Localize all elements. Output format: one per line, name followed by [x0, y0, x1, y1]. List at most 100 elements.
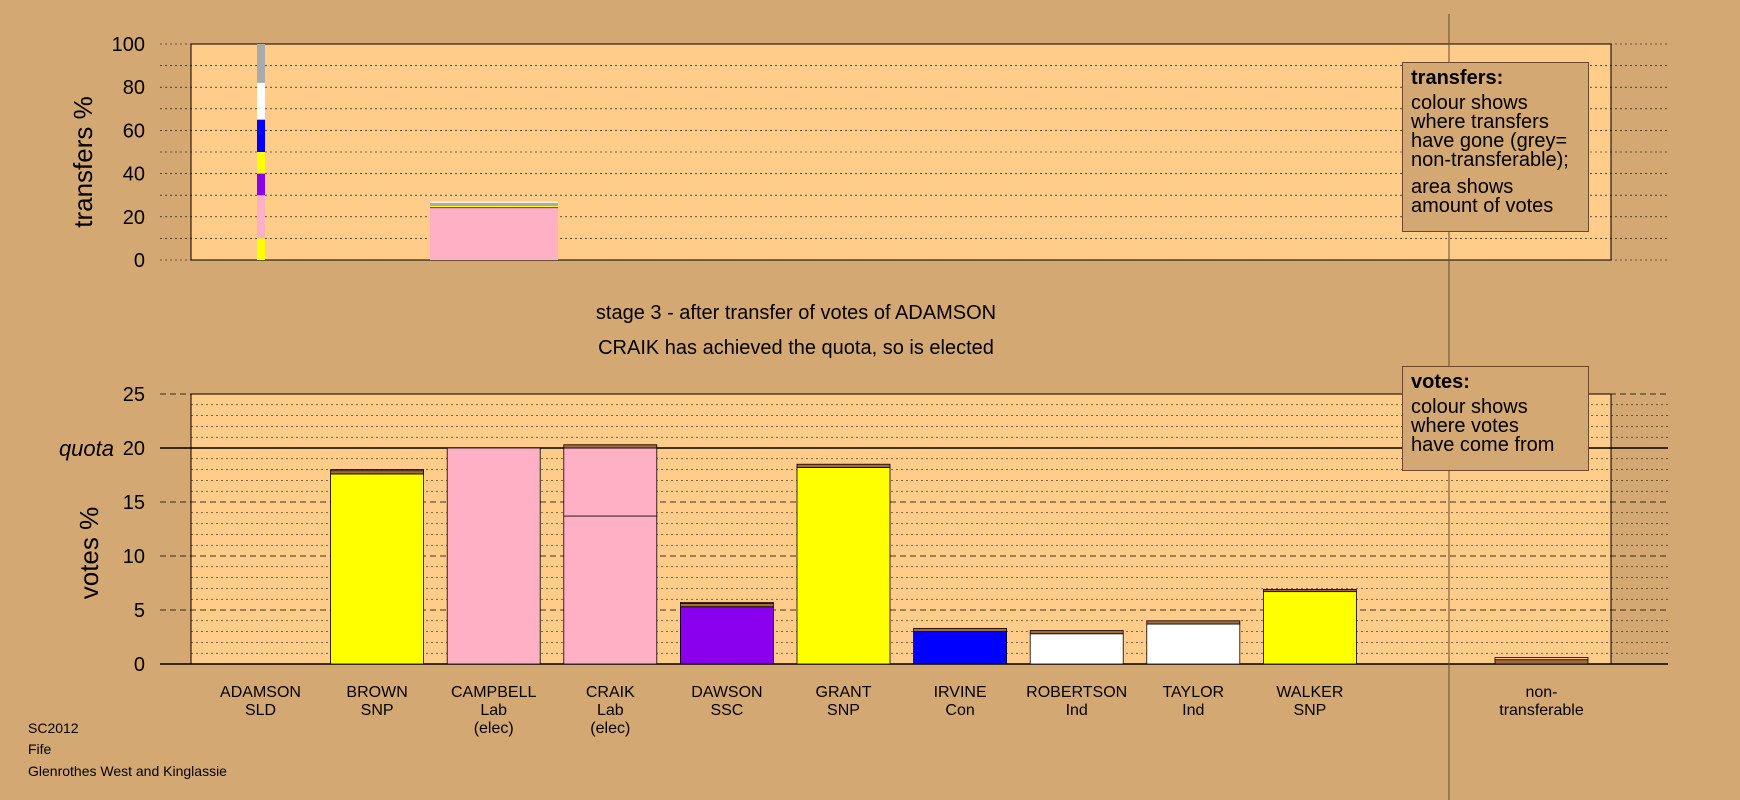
nontransferable-label: non- [1525, 684, 1557, 701]
candidate-bar-segment [1263, 591, 1357, 665]
candidate-party: Lab [597, 702, 624, 719]
stage-subtitle: CRAIK has achieved the quota, so is elec… [598, 337, 994, 359]
candidate-elected-note: (elec) [474, 720, 514, 737]
transfers-y-tick-label: 60 [123, 120, 145, 142]
candidate-bar-segment [1146, 623, 1241, 665]
candidate-bar-segment [1146, 620, 1241, 625]
votes-grid [160, 393, 1668, 665]
transfers-y-tick-label: 20 [123, 207, 145, 229]
candidate-name: ADAMSON [220, 684, 301, 701]
transfers-y-tick-label: 80 [123, 77, 145, 99]
transfers-legend-line: non-transferable); [1411, 149, 1569, 171]
candidate-bar-segment [913, 627, 1007, 632]
transfers-strip-segment [257, 195, 265, 239]
candidate-party: Con [945, 702, 974, 719]
candidate-name: DAWSON [691, 684, 762, 701]
candidate-party: Ind [1066, 702, 1088, 719]
candidate-party: SNP [827, 702, 860, 719]
votes-y-tick-label: 5 [134, 600, 145, 622]
candidate-party: SLD [245, 702, 276, 719]
candidate-labels: ADAMSONSLDBROWNSNPCAMPBELLLab(elec)CRAIK… [220, 684, 1584, 737]
transfers-strip-segment [257, 173, 265, 196]
quota-label: quota [59, 436, 114, 461]
candidate-bar-segment [680, 606, 774, 665]
candidate-party: SNP [1293, 702, 1326, 719]
transfers-block-segment [430, 202, 558, 206]
transfers-y-axis-title: transfers % [68, 96, 98, 228]
nontransferable-bar-segment [1494, 659, 1589, 665]
candidate-name: TAYLOR [1162, 684, 1224, 701]
candidate-bar-segment [913, 631, 1007, 665]
candidate-name: CRAIK [586, 684, 635, 701]
votes-y-tick-label: 20 [123, 438, 145, 460]
votes-legend: votes: colour shows where votes have com… [1402, 366, 1589, 471]
votes-y-tick-label: 15 [123, 492, 145, 514]
candidate-bar-segment [680, 602, 774, 604]
candidate-elected-note: (elec) [590, 720, 630, 737]
ward-name: Glenrothes West and Kinglassie [28, 763, 227, 779]
votes-legend-title: votes: [1411, 371, 1470, 393]
candidate-bar-segment [563, 447, 658, 517]
transfers-strip-segment [257, 82, 265, 101]
transfers-strip-segment [257, 44, 265, 83]
votes-legend-line: where votes [1411, 415, 1519, 437]
candidate-party: Ind [1182, 702, 1204, 719]
transfers-y-ticks: 0 20 40 60 80 100 [112, 34, 145, 272]
candidate-party: SSC [710, 702, 743, 719]
transfers-block-segment [430, 208, 558, 260]
transfers-block-segment [430, 201, 558, 203]
candidate-bar-segment [680, 603, 774, 608]
votes-plot-area [191, 394, 1611, 664]
votes-y-axis-title: votes % [74, 507, 104, 600]
candidate-party: SNP [361, 702, 394, 719]
transfers-legend-line: have gone (grey= [1411, 130, 1568, 152]
stage-title: stage 3 - after transfer of votes of ADA… [596, 302, 996, 324]
transfers-block-segment [430, 207, 558, 209]
candidate-bar-segment [330, 473, 425, 665]
candidate-name: GRANT [816, 684, 872, 701]
transfers-y-tick-label: 100 [112, 34, 145, 56]
candidate-bar-segment [1029, 630, 1124, 635]
candidate-name: IRVINE [934, 684, 987, 701]
votes-y-ticks: 0 5 10 15 20 25 [123, 384, 145, 676]
transfers-legend: transfers: colour shows where transfers … [1402, 62, 1589, 232]
transfers-y-tick-label: 40 [123, 164, 145, 186]
candidate-bar-segment [796, 467, 891, 665]
candidate-bar-segment [1029, 633, 1124, 665]
transfers-legend-line: where transfers [1411, 111, 1549, 133]
votes-legend-line: colour shows [1411, 396, 1528, 418]
candidate-name: ROBERTSON [1026, 684, 1127, 701]
transfers-strip-segment [257, 238, 265, 260]
nontransferable-bar-segment [1494, 657, 1589, 661]
votes-bars [330, 444, 1589, 665]
transfers-bars [257, 44, 558, 260]
election-code: SC2012 [28, 720, 79, 736]
transfers-legend-line: area shows [1411, 176, 1514, 198]
council-name: Fife [28, 741, 52, 757]
votes-legend-line: have come from [1411, 434, 1555, 456]
candidate-bar-segment [563, 515, 658, 665]
transfers-strip-segment [257, 152, 265, 174]
transfers-strip-segment [257, 119, 265, 152]
transfers-y-tick-label: 0 [134, 250, 145, 272]
candidate-bar-segment [796, 463, 891, 468]
candidate-name: WALKER [1276, 684, 1343, 701]
candidate-bar-segment [563, 444, 658, 449]
transfers-strip-segment [257, 100, 265, 120]
candidate-bar-segment [446, 447, 541, 665]
votes-y-tick-label: 25 [123, 384, 145, 406]
candidate-party: Lab [480, 702, 507, 719]
candidate-bar-segment [330, 469, 425, 472]
candidate-name: CAMPBELL [451, 684, 536, 701]
transfers-legend-line: colour shows [1411, 92, 1528, 114]
transfers-plot-border [190, 43, 1612, 261]
candidate-bar-segment [330, 470, 425, 475]
nontransferable-label: transferable [1499, 702, 1584, 719]
transfers-block-segment [430, 206, 558, 208]
candidate-bar-segment [1263, 589, 1357, 593]
transfers-legend-title: transfers: [1411, 67, 1504, 89]
candidate-name: BROWN [346, 684, 407, 701]
transfers-grid [160, 43, 1668, 261]
votes-y-tick-label: 10 [123, 546, 145, 568]
